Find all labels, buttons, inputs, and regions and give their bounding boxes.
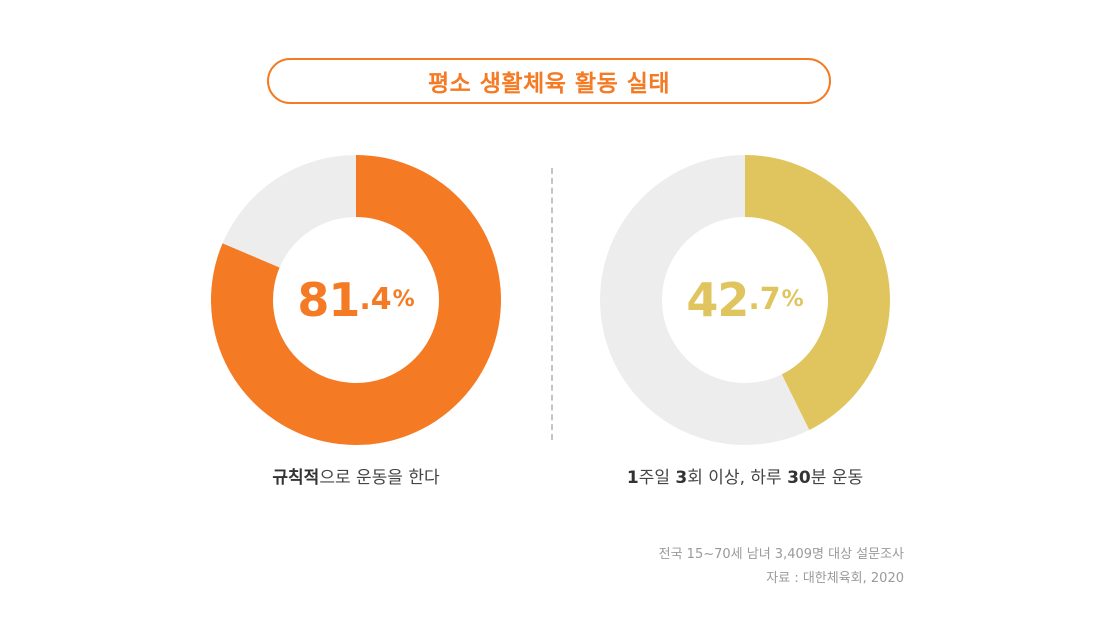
value-integer-left: 81 [297,273,360,327]
survey-note: 전국 15~70세 남녀 3,409명 대상 설문조사 [658,547,904,562]
value-decimal-right: .7 [748,282,781,317]
caption-right-p2: 주일 [638,468,676,488]
donut-slice-left-remainder [222,155,356,268]
donut-center-value-left: 81.4% [211,155,501,445]
value-unit-right: % [781,287,804,312]
caption-right: 1주일 3회 이상, 하루 30분 운동 [595,463,895,488]
value-unit-left: % [392,287,415,312]
caption-right-p5: 30 [787,468,811,488]
caption-left-bold: 규칙적 [272,468,320,488]
caption-left: 규칙적으로 운동을 한다 [206,463,506,488]
value-decimal-left: .4 [359,282,392,317]
value-integer-right: 42 [686,273,749,327]
donut-center-value-right: 42.7% [600,155,890,445]
chart-title: 평소 생활체육 활동 실태 [267,58,831,104]
caption-right-p6: 분 운동 [810,468,864,488]
donut-slice-left-value [211,155,501,445]
donut-svg-left [211,155,501,445]
donut-svg-right [600,155,890,445]
donut-slice-right-remainder [600,155,810,445]
dashed-divider [551,168,553,440]
caption-right-p4: 회 이상, 하루 [687,468,788,488]
caption-left-rest: 으로 운동을 한다 [319,468,440,488]
source-note: 자료 : 대한체육회, 2020 [766,571,904,586]
caption-right-p1: 1 [626,468,639,488]
caption-right-p3: 3 [675,468,688,488]
donut-chart-weekly-exercise: 42.7% [600,155,890,445]
donut-slice-right-value [745,155,890,431]
donut-chart-regular-exercise: 81.4% [211,155,501,445]
